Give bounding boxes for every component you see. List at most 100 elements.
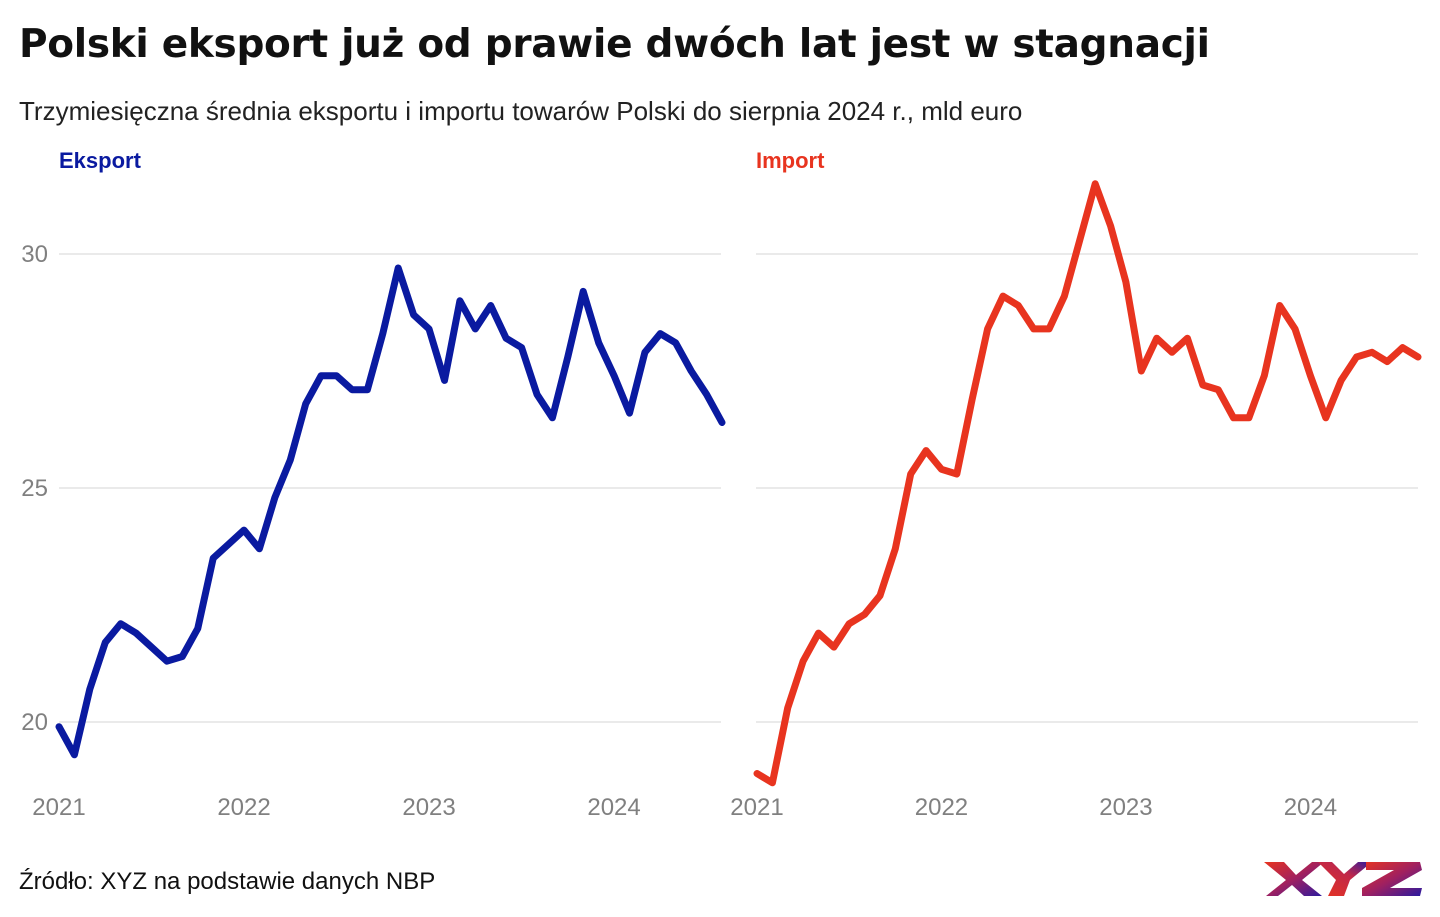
import-data-point [1107, 222, 1114, 229]
import-data-point [1030, 325, 1037, 332]
import-data-point [923, 447, 930, 454]
eksport-data-point [503, 335, 510, 342]
eksport-data-point [564, 354, 571, 361]
x-tick-label: 2022 [915, 794, 968, 821]
eksport-data-point [518, 344, 525, 351]
import-data-point [1061, 293, 1068, 300]
import-data-point [1000, 293, 1007, 300]
eksport-data-point [441, 377, 448, 384]
import-data-point [830, 644, 837, 651]
import-data-point [1276, 302, 1283, 309]
eksport-data-point [379, 330, 386, 337]
eksport-data-point [580, 288, 587, 295]
import-data-point [892, 545, 899, 552]
import-data-point [1338, 377, 1345, 384]
import-data-point [1215, 386, 1222, 393]
import-data-point [953, 471, 960, 478]
eksport-data-point [194, 625, 201, 632]
import-data-point [1153, 335, 1160, 342]
import-data-point [984, 325, 991, 332]
eksport-data-point [71, 751, 78, 758]
eksport-data-point [102, 639, 109, 646]
eksport-data-point [225, 541, 232, 548]
y-tick-label: 30 [21, 241, 48, 268]
import-data-point [1384, 358, 1391, 365]
x-tick-label: 2023 [1099, 794, 1152, 821]
x-tick-label: 2024 [587, 794, 640, 821]
eksport-data-point [626, 410, 633, 417]
import-data-point [1399, 344, 1406, 351]
eksport-data-point [210, 555, 217, 562]
eksport-data-point [86, 686, 93, 693]
import-panel-label: Import [756, 148, 825, 173]
logo-letter-x [1264, 862, 1324, 896]
import-data-point [1415, 354, 1422, 361]
eksport-data-point [657, 330, 664, 337]
import-data-point [815, 630, 822, 637]
import-data-point [861, 611, 868, 618]
eksport-data-point [318, 372, 325, 379]
source-note: Źródło: XYZ na podstawie danych NBP [19, 868, 436, 895]
import-data-point [1138, 368, 1145, 375]
x-tick-label: 2021 [730, 794, 783, 821]
import-data-point [1307, 372, 1314, 379]
eksport-data-point [163, 658, 170, 665]
eksport-data-point [456, 297, 463, 304]
eksport-data-point [333, 372, 340, 379]
x-tick-label: 2024 [1284, 794, 1337, 821]
eksport-data-point [117, 620, 124, 627]
export-chart-panel: 20 25 30 2021 2022 2023 2024 [21, 241, 726, 821]
import-data-point [1292, 325, 1299, 332]
import-series-line [753, 180, 1422, 787]
eksport-data-point [611, 372, 618, 379]
eksport-data-point [256, 545, 263, 552]
import-data-point [1046, 325, 1053, 332]
eksport-data-point [271, 494, 278, 501]
import-data-point [1368, 349, 1375, 356]
eksport-data-point [302, 400, 309, 407]
chart-title: Polski eksport już od prawie dwóch lat j… [19, 22, 1210, 67]
import-data-point [1092, 180, 1099, 187]
import-chart-panel: 2021 2022 2023 2024 [730, 180, 1422, 821]
import-data-point [1322, 414, 1329, 421]
import-data-point [1169, 349, 1176, 356]
eksport-data-point [672, 339, 679, 346]
eksport-data-point [549, 414, 556, 421]
eksport-data-point [364, 386, 371, 393]
eksport-data-point [534, 391, 541, 398]
eksport-data-point [133, 630, 140, 637]
eksport-data-point [487, 302, 494, 309]
logo-letter-z [1362, 862, 1422, 896]
eksport-data-point [56, 723, 63, 730]
eksport-data-point [472, 325, 479, 332]
x-tick-label: 2023 [402, 794, 455, 821]
import-data-point [769, 779, 776, 786]
export-panel-label: Eksport [59, 148, 141, 173]
eksport-data-point [595, 339, 602, 346]
eksport-data-point [241, 527, 248, 534]
import-data-point [1199, 382, 1206, 389]
y-tick-label: 25 [21, 475, 48, 502]
x-tick-label: 2021 [32, 794, 85, 821]
eksport-data-point [688, 368, 695, 375]
import-data-point [938, 466, 945, 473]
import-data-point [907, 471, 914, 478]
import-data-point [1122, 279, 1129, 286]
x-tick-label: 2022 [217, 794, 270, 821]
import-data-point [1230, 414, 1237, 421]
y-tick-label: 20 [21, 709, 48, 736]
import-data-point [1076, 237, 1083, 244]
eksport-data-point [426, 325, 433, 332]
import-data-point [1261, 372, 1268, 379]
import-data-point [1184, 335, 1191, 342]
eksport-data-point [395, 265, 402, 272]
logo-letter-y [1318, 862, 1372, 896]
eksport-data-point [410, 311, 417, 318]
eksport-data-point [148, 644, 155, 651]
eksport-series-line [55, 264, 726, 759]
import-data-point [846, 620, 853, 627]
eksport-data-point [349, 386, 356, 393]
eksport-data-point [179, 653, 186, 660]
xyz-logo [1264, 862, 1422, 896]
import-data-point [754, 770, 761, 777]
